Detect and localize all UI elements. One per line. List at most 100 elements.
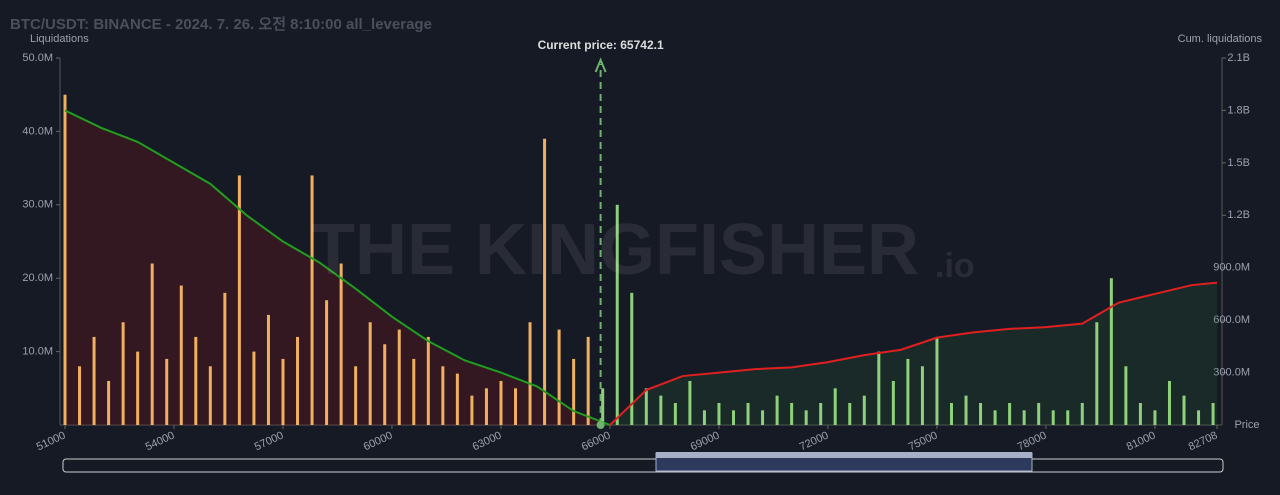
bar (165, 358, 169, 425)
bar (1022, 410, 1026, 425)
x-tick-label: 57000 (253, 429, 286, 453)
bar (281, 358, 285, 425)
bar (1182, 395, 1186, 425)
x-tick-label: 63000 (471, 429, 504, 453)
bar (949, 402, 953, 425)
bar (1197, 410, 1201, 425)
y2-tick-label: 1.8B (1227, 104, 1250, 116)
scrollbar-track[interactable] (62, 458, 1224, 473)
x-tick-label: 69000 (689, 429, 722, 453)
bar (470, 395, 474, 425)
bar (891, 380, 895, 425)
bar (761, 410, 765, 425)
watermark: THE KINGFISHER (311, 210, 919, 290)
x-tick-label: 82708 (1187, 429, 1220, 453)
bar (121, 322, 125, 425)
cumulative-area (65, 110, 610, 425)
bar (383, 344, 387, 425)
x-axis-label: Price (1234, 419, 1259, 431)
y2-tick-label: 1.2B (1227, 209, 1250, 221)
bar (484, 388, 488, 425)
bar (717, 402, 721, 425)
bar (1066, 410, 1070, 425)
plot-area: 10.0M 20.0M 30.0M 40.0M 50.0M 300.0M 600.0M 900… (22, 38, 1250, 453)
bar (979, 402, 983, 425)
bar (572, 358, 576, 425)
y2-tick-label: 600.0M (1213, 314, 1250, 326)
bar (252, 351, 256, 425)
bar (296, 336, 300, 425)
bar (1138, 402, 1142, 425)
bar (615, 204, 619, 425)
bar (1167, 380, 1171, 425)
bar (1211, 402, 1215, 425)
bar (1051, 410, 1055, 425)
bar (107, 380, 111, 425)
bar (412, 358, 416, 425)
bar (557, 329, 561, 425)
bar (673, 402, 677, 425)
bar (179, 285, 183, 425)
cumulative-line (609, 281, 1218, 426)
bar (775, 395, 779, 425)
bar (514, 388, 518, 425)
bar (63, 94, 67, 425)
bar (426, 336, 430, 425)
bar (1153, 410, 1157, 425)
bar (368, 322, 372, 425)
bar (499, 380, 503, 425)
bar (819, 402, 823, 425)
cumulative-line (64, 109, 611, 426)
bar (688, 380, 692, 425)
x-tick-label: 81000 (1125, 429, 1158, 453)
y-tick-label: 10.0M (22, 346, 53, 358)
bar (223, 292, 227, 425)
bar (354, 366, 358, 425)
chart-title: BTC/USDT: BINANCE - 2024. 7. 26. 오전 8:10… (10, 16, 432, 33)
y2-tick-label: 300.0M (1213, 366, 1250, 378)
bar (237, 175, 241, 425)
watermark-suffix: .io (935, 247, 975, 285)
bar (92, 336, 96, 425)
bar (964, 395, 968, 425)
y2-tick-label: 1.5B (1227, 157, 1250, 169)
bar (586, 336, 590, 425)
bar (601, 388, 605, 425)
y2-axis-label: Cum. liquidations (1178, 33, 1263, 45)
bar (746, 402, 750, 425)
bar (266, 314, 270, 425)
bar (732, 410, 736, 425)
bar (630, 292, 634, 425)
bar (1080, 402, 1084, 425)
bar (1124, 366, 1128, 425)
bar (136, 351, 140, 425)
y-tick-label: 50.0M (22, 52, 53, 64)
bar (702, 410, 706, 425)
bar (78, 366, 82, 425)
x-tick-label: 72000 (798, 429, 831, 453)
scrollbar-handle[interactable] (656, 452, 1032, 458)
x-tick-label: 51000 (35, 429, 68, 453)
bar (833, 388, 837, 425)
bar (993, 410, 997, 425)
x-tick-label: 54000 (144, 429, 177, 453)
x-tick-label: 66000 (580, 429, 613, 453)
y-tick-label: 20.0M (22, 272, 53, 284)
y-tick-label: 30.0M (22, 199, 53, 211)
bar (397, 329, 401, 425)
bar (528, 322, 532, 425)
y-tick-label: 40.0M (22, 125, 53, 137)
current-price-label: Current price: 65742.1 (538, 38, 664, 52)
x-tick-label: 78000 (1016, 429, 1049, 453)
bar (877, 351, 881, 425)
cumulative-area (609, 282, 1217, 425)
bar (1095, 322, 1099, 425)
bar (1037, 402, 1041, 425)
bar (644, 388, 648, 425)
y-axis-label: Liquidations (30, 33, 89, 45)
bar (310, 175, 314, 425)
bar (935, 336, 939, 425)
bar (150, 263, 154, 425)
bar (906, 358, 910, 425)
